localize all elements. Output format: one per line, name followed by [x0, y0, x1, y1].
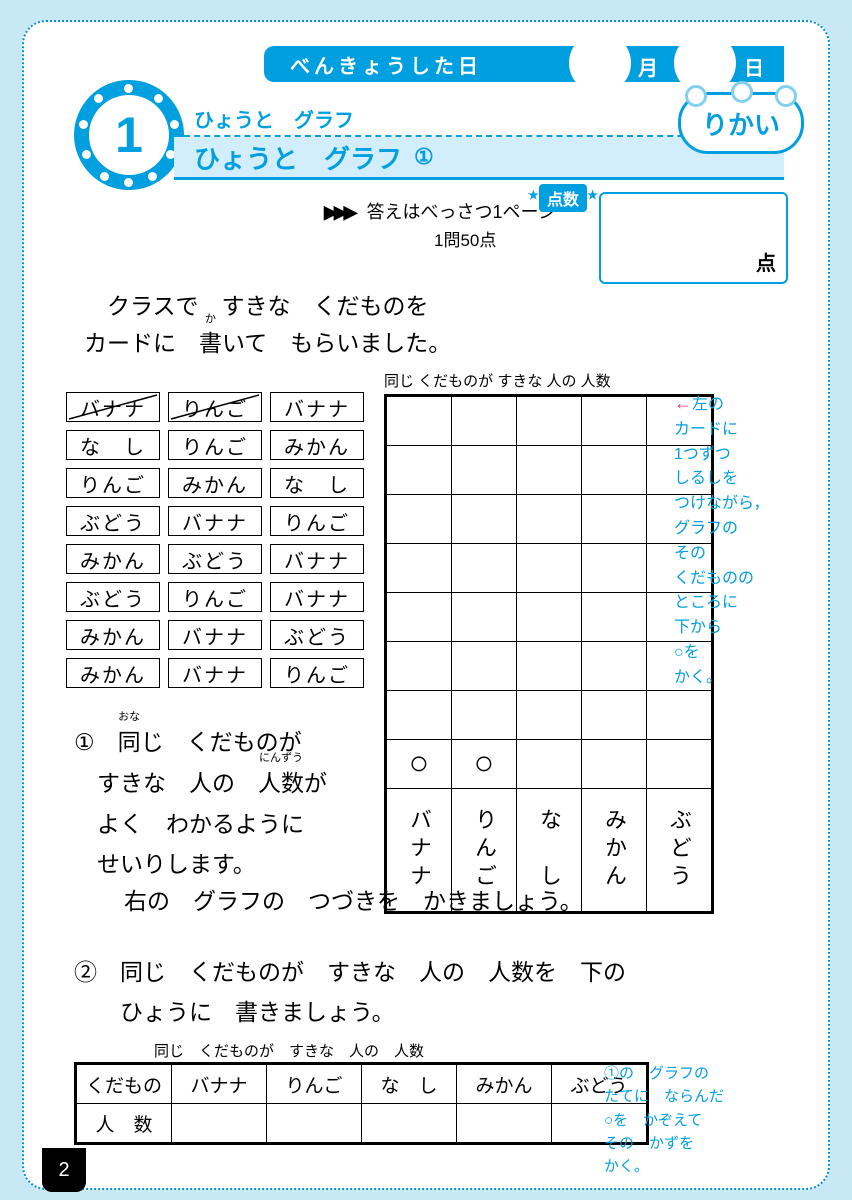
- intro-text: クラスで すきな くだものを カードに か書いて もらいました。: [84, 288, 451, 362]
- pictograph-grid[interactable]: ○○バナナりんごな しみかんぶどう: [384, 394, 714, 914]
- intro-line-2: カードに か書いて もらいました。: [84, 325, 451, 362]
- page: べんきょうした日 月 日 1 ひょうと グラフ ひょうと グラフ ①: [0, 0, 852, 1200]
- fruit-card: みかん: [168, 468, 262, 498]
- fruit-card: りんご: [270, 658, 364, 688]
- day-suffix: 日: [744, 52, 764, 81]
- hint-right: ←左のカードに1つずつしるしをつけながら，グラフのそのくだもののところに下から○…: [674, 390, 794, 691]
- score-area: 点数 点: [599, 192, 788, 284]
- answer-reference: ▶▶▶ 答えはべっさつ1ページ: [324, 198, 556, 224]
- category-label: りかい: [702, 105, 780, 142]
- fruit-cards: バナナりんごバナナな しりんごみかんりんごみかんな しぶどうバナナりんごみかんぶ…: [66, 392, 366, 696]
- intro-line-1: クラスで すきな くだものを: [84, 288, 451, 325]
- fruit-card: バナナ: [168, 620, 262, 650]
- month-suffix: 月: [638, 52, 658, 81]
- day-circle[interactable]: [674, 32, 736, 94]
- fruit-card: みかん: [66, 658, 160, 688]
- chapter-subnum: ①: [414, 144, 434, 170]
- month-circle[interactable]: [569, 32, 631, 94]
- fruit-card: りんご: [168, 582, 262, 612]
- question-2: ② 同じ くだものが すきな 人の 人数を 下の ひょうに 書きましょう。: [74, 952, 626, 1033]
- fruit-card: ぶどう: [270, 620, 364, 650]
- fruit-card: ぶどう: [66, 582, 160, 612]
- fruit-card: みかん: [270, 430, 364, 460]
- fruit-card: みかん: [66, 544, 160, 574]
- fruit-card: バナナ: [270, 582, 364, 612]
- fruit-card: バナナ: [168, 658, 262, 688]
- fruit-card: りんご: [168, 392, 262, 422]
- fruit-card: りんご: [168, 430, 262, 460]
- fruit-card: りんご: [270, 506, 364, 536]
- fruit-card: りんご: [66, 468, 160, 498]
- chapter-title: ひょうと グラフ: [194, 139, 402, 176]
- fruit-card: ぶどう: [168, 544, 262, 574]
- fruit-card: ぶどう: [66, 506, 160, 536]
- fruit-card: な し: [270, 468, 364, 498]
- graph-title: 同じ くだものが すきな 人の 人数: [384, 370, 611, 391]
- score-unit: 点: [756, 247, 776, 276]
- category-cloud: りかい: [678, 92, 798, 148]
- fruit-card: バナナ: [270, 392, 364, 422]
- fruit-card: みかん: [66, 620, 160, 650]
- per-question-points: 1問50点: [434, 226, 496, 251]
- fruit-card: バナナ: [168, 506, 262, 536]
- question-1: ① おな同じ くだものが すきな 人の にんずう人数が よく わかるように せい…: [74, 722, 327, 884]
- score-box[interactable]: 点: [599, 192, 788, 284]
- page-number: 2: [42, 1148, 86, 1192]
- question-1-cont: 右の グラフの つづきを かきましょう。: [124, 882, 583, 916]
- summary-table[interactable]: くだものバナナりんごな しみかんぶどう人 数: [74, 1062, 649, 1145]
- table-title: 同じ くだものが すきな 人の 人数: [154, 1040, 424, 1061]
- fruit-card: バナナ: [66, 392, 160, 422]
- score-label: 点数: [539, 184, 587, 212]
- arrow-icon: ▶▶▶: [324, 202, 354, 222]
- hint-bottom: ①の グラフのたてに ならんだ○を かぞえてその かずをかく。: [604, 1062, 784, 1178]
- date-label: べんきょうした日: [290, 50, 482, 79]
- badge-dots: [74, 80, 184, 190]
- chapter-badge: 1: [74, 80, 184, 190]
- worksheet: べんきょうした日 月 日 1 ひょうと グラフ ひょうと グラフ ①: [22, 20, 830, 1190]
- fruit-card: な し: [66, 430, 160, 460]
- arrow-left-icon: ←: [674, 393, 692, 413]
- fruit-card: バナナ: [270, 544, 364, 574]
